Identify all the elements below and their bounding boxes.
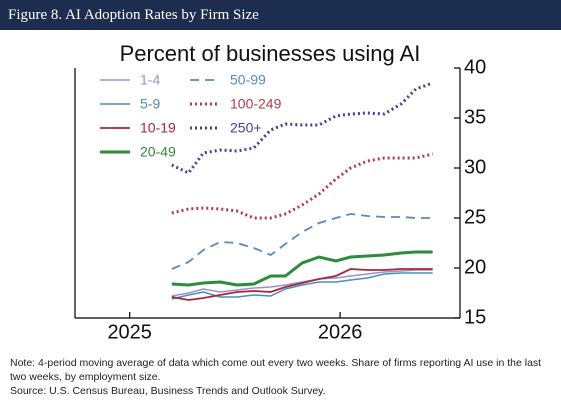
x-tick-label: 2025 <box>107 321 152 343</box>
note: Note: 4-period moving average of data wh… <box>10 357 542 383</box>
y-tick-label: 30 <box>464 156 486 178</box>
series-line <box>171 268 433 301</box>
series-line <box>171 269 433 297</box>
y-tick-label: 25 <box>464 206 486 228</box>
y-tick-label: 20 <box>464 256 486 278</box>
legend-label: 1-4 <box>140 72 160 88</box>
source: Source: U.S. Census Bureau, Business Tre… <box>10 385 326 397</box>
series-line <box>171 250 433 287</box>
series-line <box>171 213 433 270</box>
legend-label: 20-49 <box>140 144 176 160</box>
notes: Note: 4-period moving average of data wh… <box>10 356 555 398</box>
chart: Percent of businesses using AI 152025303… <box>74 41 486 343</box>
legend-label: 250+ <box>230 120 262 136</box>
figure-title: Figure 8. AI Adoption Rates by Firm Size <box>0 0 561 30</box>
legend-label: 100-249 <box>230 96 282 112</box>
x-tick-label: 2026 <box>318 321 363 343</box>
series-line <box>171 272 433 300</box>
y-tick-label: 40 <box>464 56 486 78</box>
y-tick-label: 35 <box>464 106 486 128</box>
series-line <box>171 152 433 220</box>
y-tick-label: 15 <box>464 306 486 328</box>
legend-label: 10-19 <box>140 120 176 136</box>
series-line <box>171 81 434 175</box>
chart-title: Percent of businesses using AI <box>120 41 421 66</box>
legend-label: 5-9 <box>140 96 160 112</box>
legend-label: 50-99 <box>230 72 266 88</box>
